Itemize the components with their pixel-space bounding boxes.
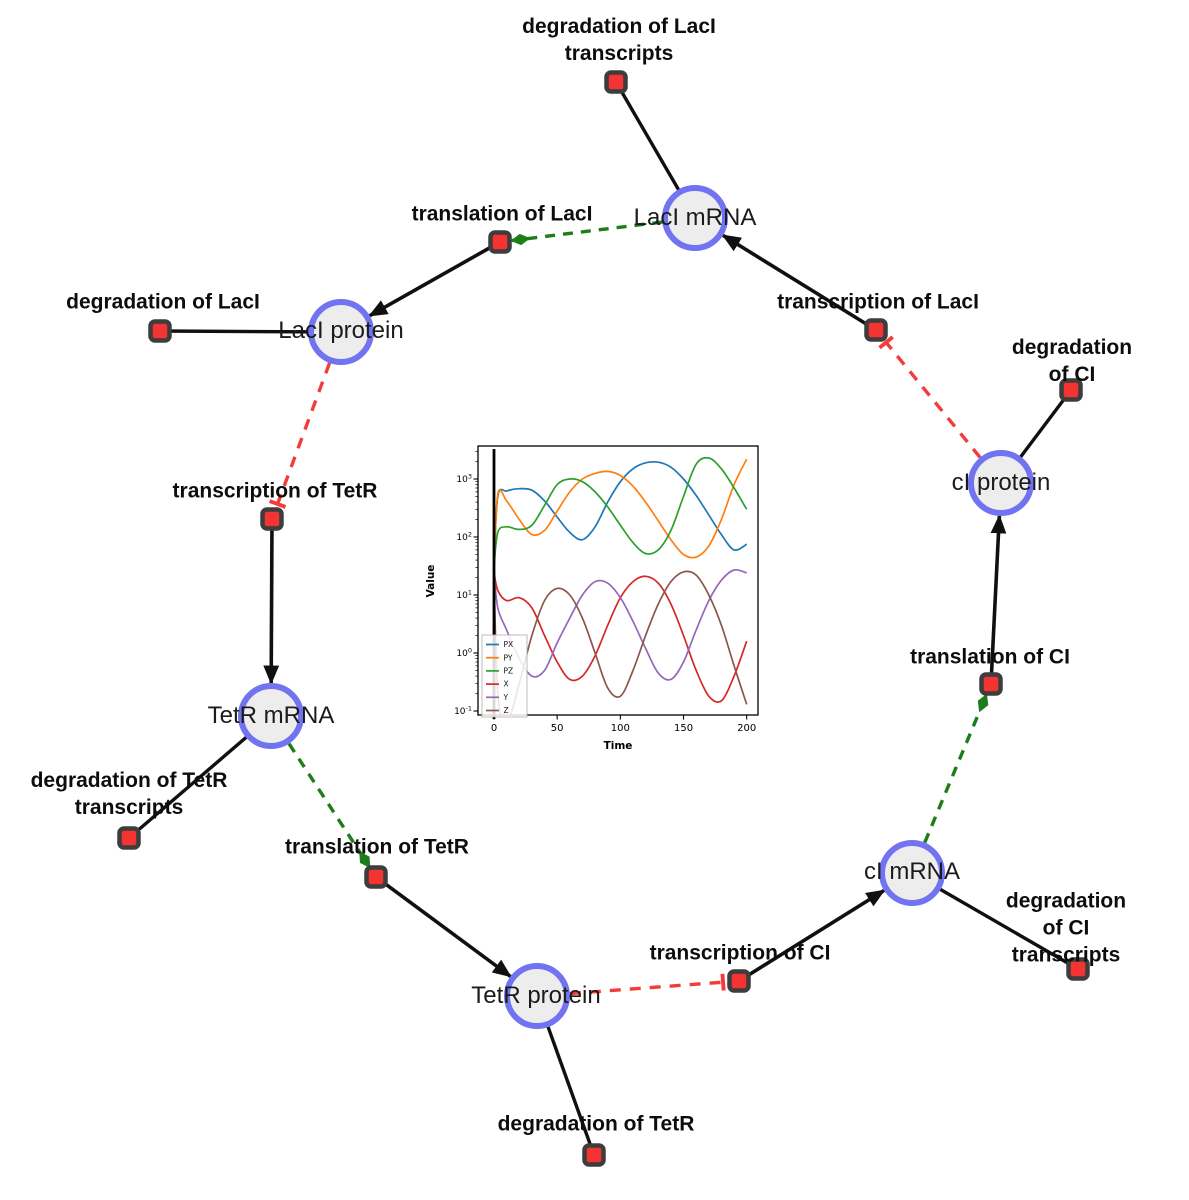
reaction-node-txn_ci[interactable] bbox=[727, 969, 751, 993]
legend-entry-PX: PX bbox=[504, 640, 514, 649]
chart-frame bbox=[477, 445, 759, 716]
y-tick-label: 103 bbox=[456, 473, 472, 486]
y-tick-label: 10-1 bbox=[454, 705, 472, 718]
x-tick-label: 50 bbox=[551, 723, 564, 734]
edge-production-txn_tetr-to-tetr_mrna bbox=[263, 518, 280, 685]
reaction-node-transl_laci[interactable] bbox=[488, 230, 512, 254]
legend-entry-X: X bbox=[504, 680, 509, 689]
x-tick-label: 0 bbox=[491, 723, 497, 734]
species-node-laci_protein[interactable] bbox=[308, 299, 374, 365]
reaction-node-deg_tetr[interactable] bbox=[582, 1143, 606, 1167]
reaction-node-deg_laci_tx[interactable] bbox=[604, 70, 628, 94]
edge-production-txn_ci-to-ci_mrna bbox=[738, 888, 886, 983]
reaction-node-deg_ci[interactable] bbox=[1059, 378, 1083, 402]
species-node-tetr_mrna[interactable] bbox=[238, 683, 304, 749]
chart-series-PY bbox=[493, 458, 748, 568]
chart-series-PZ bbox=[493, 456, 748, 568]
reaction-node-deg_tetr_tx[interactable] bbox=[117, 826, 141, 850]
reaction-node-txn_tetr[interactable] bbox=[260, 507, 284, 531]
species-node-ci_protein[interactable] bbox=[968, 450, 1034, 516]
legend-entry-PZ: PZ bbox=[504, 667, 514, 676]
node-layer bbox=[117, 70, 1090, 1167]
species-node-laci_mrna[interactable] bbox=[662, 185, 728, 251]
chart-legend: PX PY PZ XYZ bbox=[481, 634, 528, 718]
species-node-ci_mrna[interactable] bbox=[879, 840, 945, 906]
x-tick-label: 100 bbox=[611, 723, 630, 734]
edge-production-transl_laci-to-laci_protein bbox=[368, 240, 501, 318]
value-axis-label: Value bbox=[425, 565, 437, 598]
edge-modifier-ci_mrna-to-transl_ci bbox=[923, 693, 989, 844]
edge-inhibition-laci_protein-to-txn_tetr bbox=[268, 362, 332, 509]
chart-series-X bbox=[493, 571, 748, 704]
x-tick-label: 150 bbox=[674, 723, 693, 734]
edge-production-txn_laci-to-laci_mrna bbox=[721, 233, 877, 332]
edge-inhibition-tetr_protein-to-txn_ci bbox=[569, 973, 726, 996]
edge-modifier-laci_mrna-to-transl_laci bbox=[510, 220, 663, 246]
time-axis-label: Time bbox=[604, 740, 633, 752]
y-tick-label: 102 bbox=[456, 531, 472, 544]
chart-inset: 0 50 100 150 20010-1100101102103TimeValuePXP… bbox=[425, 445, 759, 752]
legend-entry-Y: Y bbox=[503, 693, 509, 702]
reaction-node-transl_tetr[interactable] bbox=[364, 865, 388, 889]
y-tick-label: 101 bbox=[456, 589, 472, 602]
species-node-tetr_protein[interactable] bbox=[504, 963, 570, 1029]
edge-production-transl_tetr-to-tetr_protein bbox=[374, 875, 512, 978]
edge-production-transl_ci-to-ci_protein bbox=[989, 514, 1007, 685]
edge-modifier-tetr_mrna-to-transl_tetr bbox=[287, 742, 371, 869]
reaction-node-transl_ci[interactable] bbox=[979, 672, 1003, 696]
reaction-node-txn_laci[interactable] bbox=[864, 318, 888, 342]
reaction-node-deg_laci[interactable] bbox=[148, 319, 172, 343]
reaction-node-deg_ci_tx[interactable] bbox=[1066, 957, 1090, 981]
x-tick-label: 200 bbox=[737, 723, 756, 734]
y-tick-label: 100 bbox=[456, 647, 472, 660]
legend-entry-PY: PY bbox=[504, 653, 513, 662]
chart-series-PX bbox=[493, 460, 748, 568]
legend-entry-Z: Z bbox=[504, 706, 509, 715]
edge-inhibition-ci_protein-to-txn_laci bbox=[878, 335, 982, 459]
